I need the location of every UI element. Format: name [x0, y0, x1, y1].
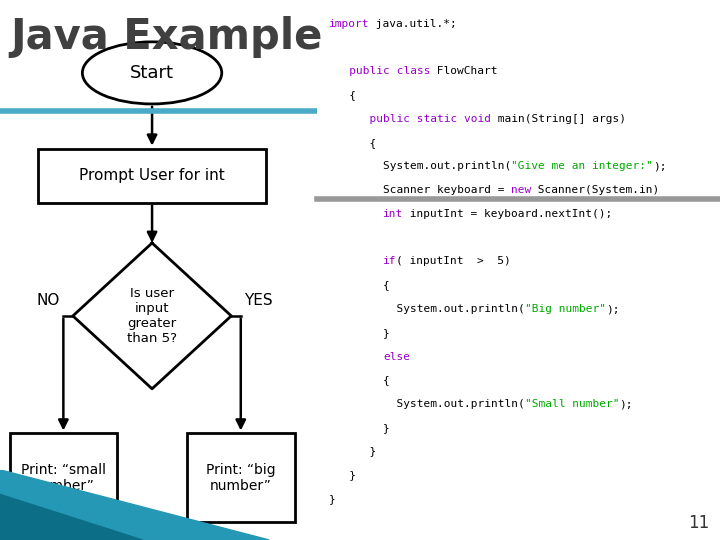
Text: );: ); — [606, 304, 619, 314]
Text: {: { — [329, 280, 390, 291]
Text: );: ); — [619, 399, 633, 409]
Text: {: { — [329, 375, 390, 386]
Text: }: } — [329, 470, 356, 481]
Text: }: } — [329, 328, 390, 338]
Text: if: if — [383, 256, 397, 267]
Text: "Give me an integer:": "Give me an integer:" — [511, 161, 653, 172]
Text: }: } — [329, 447, 376, 457]
Text: Start: Start — [130, 64, 174, 82]
Bar — [38, 148, 266, 202]
Text: Print: “small
number”: Print: “small number” — [21, 463, 106, 493]
Text: java.util.*;: java.util.*; — [369, 19, 457, 29]
Text: Scanner(System.in): Scanner(System.in) — [531, 185, 660, 195]
Text: public: public — [329, 66, 390, 77]
Text: YES: YES — [244, 293, 273, 308]
Text: {: { — [329, 138, 376, 148]
Ellipse shape — [82, 42, 222, 104]
Text: Is user
input
greater
than 5?: Is user input greater than 5? — [127, 287, 177, 345]
Text: else: else — [383, 352, 410, 362]
Text: Prompt User for int: Prompt User for int — [79, 168, 225, 183]
Text: int: int — [383, 209, 403, 219]
Text: System.out.println(: System.out.println( — [329, 399, 525, 409]
Text: Java Example: Java Example — [11, 16, 323, 58]
Text: main(String[] args): main(String[] args) — [491, 114, 626, 124]
Text: import: import — [329, 19, 369, 29]
Text: new: new — [511, 185, 531, 195]
Text: ( inputInt  >  5): ( inputInt > 5) — [397, 256, 511, 267]
Text: System.out.println(: System.out.println( — [329, 161, 511, 172]
Polygon shape — [0, 470, 269, 540]
Text: FlowChart: FlowChart — [430, 66, 498, 77]
Polygon shape — [0, 495, 143, 540]
Bar — [9, 433, 117, 523]
Text: Print: “big
number”: Print: “big number” — [206, 463, 276, 493]
Text: class: class — [390, 66, 430, 77]
Text: "Big number": "Big number" — [525, 304, 606, 314]
Text: 11: 11 — [688, 514, 709, 532]
Text: "Small number": "Small number" — [525, 399, 619, 409]
Text: public static void: public static void — [329, 114, 491, 124]
Text: Scanner keyboard =: Scanner keyboard = — [329, 185, 511, 195]
Text: NO: NO — [37, 293, 60, 308]
Text: System.out.println(: System.out.println( — [329, 304, 525, 314]
Text: {: { — [329, 90, 356, 100]
Text: );: ); — [653, 161, 667, 172]
Text: }: } — [329, 423, 390, 433]
Text: }: } — [329, 494, 336, 504]
Bar — [187, 433, 294, 523]
Polygon shape — [73, 243, 231, 389]
Text: inputInt = keyboard.nextInt();: inputInt = keyboard.nextInt(); — [403, 209, 613, 219]
